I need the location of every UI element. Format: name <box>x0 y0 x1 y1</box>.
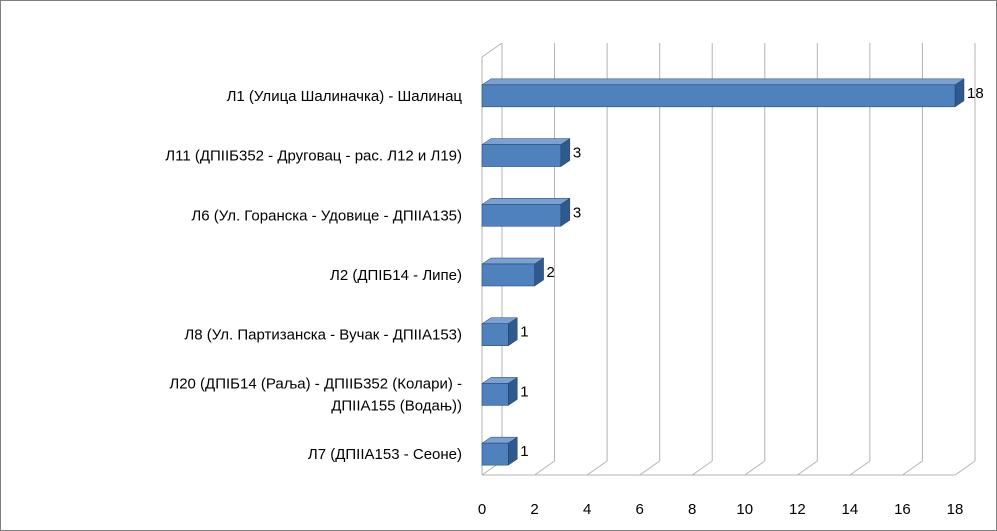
floor-grid-16 <box>902 460 923 476</box>
bar-0 <box>481 84 956 108</box>
x-tick-label-0: 0 <box>478 501 486 518</box>
floor-grid-14 <box>849 460 871 476</box>
data-label-2: 3 <box>573 204 581 221</box>
data-label-3: 2 <box>547 264 555 281</box>
data-label-5: 1 <box>520 383 528 400</box>
x-tick-label-16: 16 <box>894 501 911 518</box>
category-label-6: Л7 (ДПIIА153 - Сеоне) <box>308 446 462 463</box>
data-label-0: 18 <box>967 85 984 102</box>
bar-4 <box>481 323 509 346</box>
bar-top-1 <box>481 138 571 145</box>
floor-grid-8 <box>691 460 713 476</box>
bar-top-0 <box>481 78 965 86</box>
category-label-5-line-0: Л20 (ДПIБ14 (Раља) - ДПIIБ352 (Колари) - <box>169 375 462 392</box>
bar-6 <box>481 442 509 466</box>
floor-grid-6 <box>639 460 660 476</box>
category-label-0: Л1 (Улица Шалиначка) - Шалинац <box>227 88 463 105</box>
bar-1 <box>481 144 562 167</box>
data-label-4: 1 <box>520 324 528 341</box>
data-label-1: 3 <box>573 145 581 162</box>
bar-5 <box>481 383 509 406</box>
bar-top-2 <box>481 198 571 205</box>
bar-3 <box>481 263 535 287</box>
x-tick-label-10: 10 <box>736 501 753 518</box>
x-tick-label-2: 2 <box>530 501 538 518</box>
floor-grid-10 <box>744 460 766 476</box>
x-tick-label-6: 6 <box>635 501 643 518</box>
x-tick-label-12: 12 <box>789 501 806 518</box>
data-label-6: 1 <box>520 443 528 460</box>
floor-grid-18 <box>954 460 976 476</box>
x-tick-label-4: 4 <box>583 501 591 518</box>
bar-top-3 <box>481 257 545 265</box>
category-label-5-line-1: ДПIIА155 (Водањ)) <box>331 397 462 414</box>
floor-grid-4 <box>586 460 608 476</box>
x-tick-label-8: 8 <box>688 501 696 518</box>
floor-grid-2 <box>534 460 555 476</box>
category-label-3: Л2 (ДПIБ14 - Липе) <box>330 267 462 284</box>
category-label-2: Л6 (Ул. Горанска - Удовице - ДПIIА135) <box>191 207 462 224</box>
x-tick-label-18: 18 <box>947 501 964 518</box>
bar-2 <box>481 204 562 227</box>
x-tick-label-14: 14 <box>842 501 859 518</box>
category-label-4: Л8 (Ул. Партизанска - Вучак - ДПIIА153) <box>184 327 462 344</box>
floor-grid-12 <box>797 460 818 476</box>
category-label-1: Л11 (ДПIIБ352 - Друговац - рас. Л12 и Л1… <box>165 148 462 165</box>
side-wall-top-edge <box>481 42 503 58</box>
